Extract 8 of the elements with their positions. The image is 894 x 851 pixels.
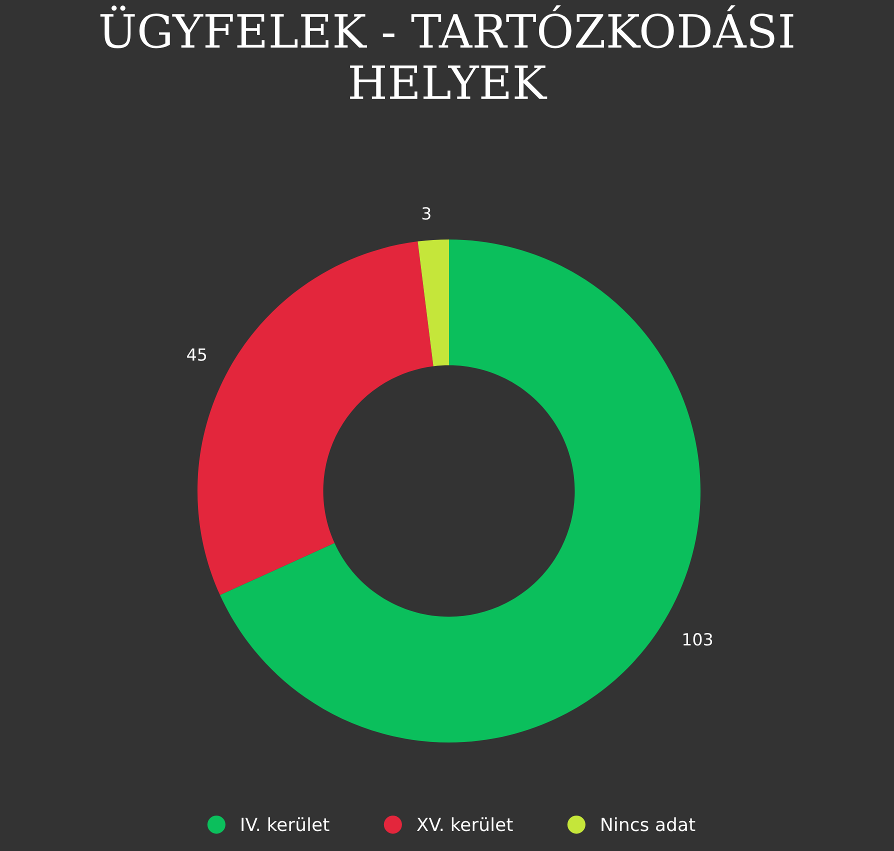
- chart-title: ÜGYFELEK - TARTÓZKODÁSI HELYEK: [100, 5, 794, 99]
- data-label: 45: [187, 348, 206, 361]
- data-label: 103: [683, 633, 712, 646]
- legend-label: Nincs adat: [602, 817, 696, 832]
- donut-slice: [418, 239, 449, 366]
- legend-label: IV. kerület: [242, 817, 330, 832]
- data-label: 3: [422, 207, 430, 220]
- legend-label: XV. kerület: [416, 817, 513, 832]
